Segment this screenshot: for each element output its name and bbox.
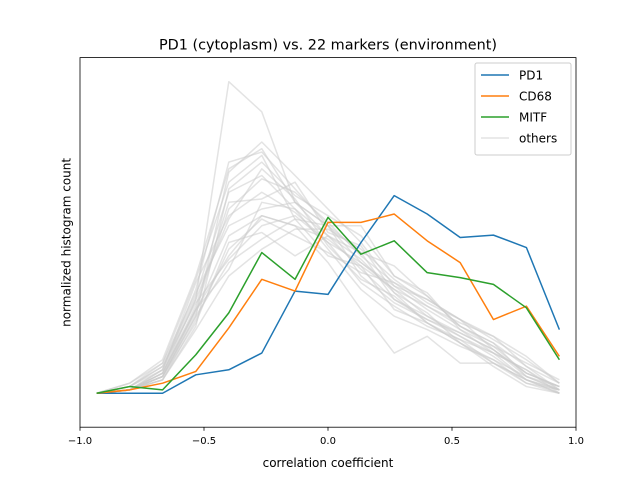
others-line-18 <box>96 228 560 394</box>
legend-label-others: others <box>519 132 557 146</box>
mitf-line <box>96 216 561 394</box>
x-tick-label: −0.5 <box>192 436 216 447</box>
legend-label-pd1: PD1 <box>519 69 543 83</box>
others-line-20 <box>96 214 560 394</box>
legend: PD1 CD68 MITF others <box>474 62 572 156</box>
legend-label-cd68: CD68 <box>519 90 552 104</box>
legend-label-mitf: MITF <box>519 111 547 125</box>
x-tick-label: −1.0 <box>68 436 92 447</box>
plot-lines <box>96 80 561 394</box>
x-tick-label: 0.5 <box>444 436 460 447</box>
others-line-16 <box>96 168 560 394</box>
others-line-15 <box>96 231 560 394</box>
pd1-line <box>96 194 561 394</box>
legend-box <box>474 62 572 156</box>
x-axis-ticks: −1.0 −0.5 0.0 0.5 1.0 <box>68 427 584 447</box>
others-line-19 <box>96 218 560 394</box>
chart-title: PD1 (cytoplasm) vs. 22 markers (environm… <box>159 38 497 54</box>
cd68-line <box>96 213 561 394</box>
others-line-17 <box>96 154 560 394</box>
x-tick-label: 1.0 <box>568 436 584 447</box>
x-axis-label: correlation coefficient <box>263 456 394 470</box>
y-axis-label: normalized histogram count <box>60 158 74 327</box>
x-tick-label: 0.0 <box>320 436 336 447</box>
